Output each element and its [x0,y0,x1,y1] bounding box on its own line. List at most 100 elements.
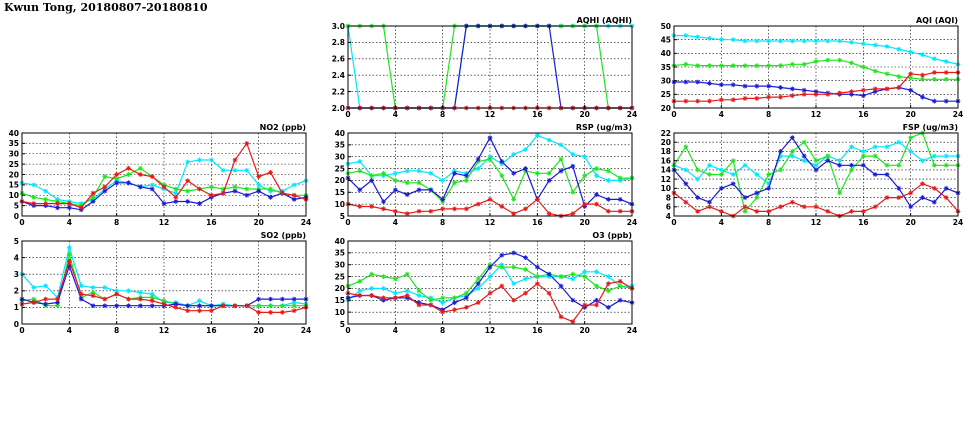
data-point-cyan [440,300,446,306]
data-point-red [256,309,262,315]
data-point-blue [872,89,878,94]
data-point-green [137,165,143,171]
x-tick-label: 24 [953,218,963,227]
data-point-blue [161,201,167,206]
chart-title: O3 (ppb) [592,231,632,240]
data-point-blue [197,201,202,206]
data-point-red [102,296,108,302]
data-point-blue [695,195,701,200]
data-point-red [66,258,72,264]
data-point-blue [197,303,202,309]
data-point-cyan [43,188,49,194]
data-point-green [463,178,469,183]
data-point-green [381,170,386,176]
x-tick-label: 4 [393,218,398,227]
data-point-blue [452,300,457,306]
x-tick-label: 16 [532,218,542,227]
data-point-red [825,208,831,214]
data-point-blue [404,192,410,198]
data-point-blue [754,83,760,89]
chart-rsp: 0 4 8 12 16 20 24 5 10 15 20 25 30 35 40 RSP (ug/m3) [335,123,638,227]
data-point-cyan [837,38,843,44]
data-point-cyan [475,286,481,291]
data-point-blue [90,199,96,204]
data-point-blue [546,271,552,277]
data-point-red [416,208,422,214]
y-tick-label: 5 [14,237,19,246]
data-point-cyan [594,173,599,179]
data-point-red [381,295,386,301]
data-point-green [102,174,108,179]
x-tick-label: 4 [393,110,398,119]
y-tick-label: 10 [9,191,19,200]
data-point-red [137,296,143,302]
data-point-green [825,57,831,63]
data-point-cyan [707,162,712,168]
data-point-cyan [778,153,783,159]
data-point-red [695,98,701,104]
data-point-cyan [789,153,795,159]
y-tick-label: 40 [335,129,345,138]
y-tick-label: 0 [14,212,19,221]
data-point-green [256,303,262,309]
data-point-blue [185,303,191,309]
data-point-blue [801,153,807,159]
data-point-cyan [511,281,517,287]
data-point-cyan [872,144,878,150]
data-point-cyan [730,172,736,177]
data-point-cyan [943,59,949,64]
y-tick-label: 25 [9,160,19,169]
data-point-green [884,162,890,168]
data-point-green [908,135,914,141]
data-point-blue [742,83,748,89]
data-point-cyan [908,149,914,154]
data-point-blue [683,181,689,187]
data-point-cyan [742,38,748,44]
data-point-red [594,302,599,308]
x-tick-label: 16 [858,218,868,227]
data-point-green [801,139,807,145]
data-point-cyan [357,159,363,164]
data-point-green [754,195,760,200]
chart-aqi: 0 4 8 12 16 20 24 20 25 30 35 40 45 50 AQI (AQI) [661,16,964,119]
data-point-cyan [582,269,588,275]
data-point-cyan [232,167,238,173]
x-tick-label: 4 [67,326,72,335]
data-point-blue [232,188,238,194]
data-point-green [860,64,866,70]
data-point-blue [208,303,214,309]
data-point-cyan [404,168,410,174]
data-point-blue [487,135,493,141]
data-point-blue [126,303,131,309]
data-point-blue [291,197,297,202]
data-point-blue [511,170,517,176]
data-point-blue [268,296,273,302]
data-point-green [742,63,748,69]
data-point-green [268,303,273,309]
data-point-green [452,295,457,301]
data-point-red [534,281,540,287]
data-point-blue [511,250,517,256]
data-point-green [766,172,772,177]
y-tick-label: 22 [661,129,671,138]
data-point-green [837,57,843,63]
data-point-cyan [220,167,226,173]
data-point-red [766,208,772,214]
data-point-red [404,293,410,298]
data-point-red [197,186,202,192]
x-tick-label: 20 [253,218,263,227]
data-point-red [369,204,375,209]
y-tick-label: 2.0 [332,104,345,113]
data-point-blue [291,296,297,302]
data-point-red [220,190,226,196]
data-point-red [232,303,238,309]
data-point-red [232,157,238,163]
data-point-green [404,180,410,186]
data-point-red [718,97,724,103]
data-point-green [683,144,689,150]
data-point-red [499,204,505,209]
data-point-cyan [392,290,398,296]
data-point-red [860,208,866,214]
data-point-red [754,96,760,101]
y-tick-label: 6 [666,203,671,212]
